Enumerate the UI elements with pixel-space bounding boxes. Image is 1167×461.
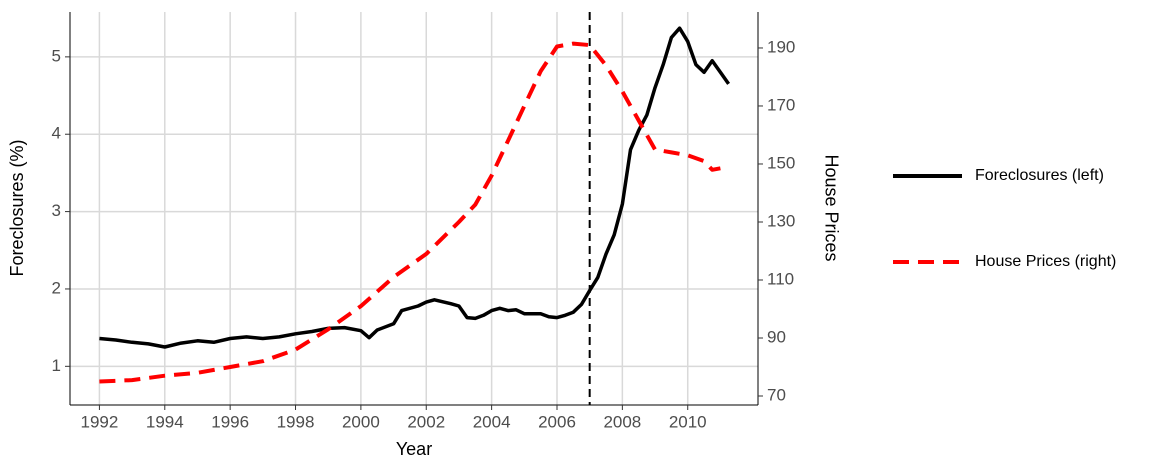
- x-tick-label: 1996: [211, 412, 249, 431]
- line: [99, 41, 721, 384]
- y2-tick-label: 90: [767, 327, 786, 346]
- x-tick-label: 2000: [342, 412, 380, 431]
- x-tick-label: 1998: [277, 412, 315, 431]
- x-tick-label: 2010: [669, 412, 707, 431]
- x-tick-label: 1994: [146, 412, 184, 431]
- x-tick-label: 2002: [407, 412, 445, 431]
- y-tick-label: 2: [52, 278, 61, 297]
- y2-axis-title: House Prices: [821, 154, 841, 261]
- y-tick-label: 5: [52, 46, 61, 65]
- x-tick-label: 1992: [81, 412, 119, 431]
- y2-tick-label: 110: [767, 269, 794, 288]
- legend-label: House Prices (right): [975, 253, 1116, 270]
- y-tick-label: 4: [52, 124, 61, 143]
- x-axis-title: Year: [396, 439, 432, 459]
- x-tick-label: 2006: [538, 412, 576, 431]
- y-tick-label: 1: [52, 356, 61, 375]
- x-tick-label: 2008: [603, 412, 641, 431]
- line: [99, 26, 731, 349]
- x-tick-label: 2004: [473, 412, 511, 431]
- y-tick-label: 3: [52, 201, 61, 220]
- y2-tick-label: 70: [767, 385, 786, 404]
- y2-tick-label: 130: [767, 211, 795, 230]
- y2-tick-label: 170: [767, 95, 795, 114]
- y2-tick-label: 190: [767, 37, 795, 56]
- y-axis-title: Foreclosures (%): [7, 139, 27, 276]
- legend-label: Foreclosures (left): [975, 167, 1104, 184]
- y2-tick-label: 150: [767, 153, 795, 172]
